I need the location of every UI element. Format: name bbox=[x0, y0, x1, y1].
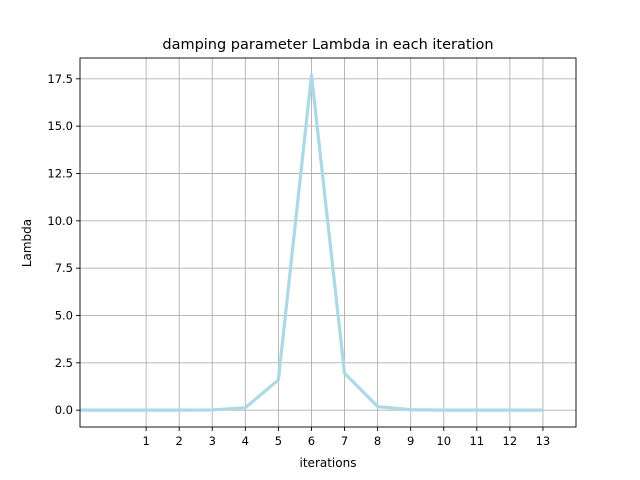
y-tick-label: 5.0 bbox=[55, 308, 73, 322]
y-tick-label: 15.0 bbox=[47, 119, 73, 133]
chart-title: damping parameter Lambda in each iterati… bbox=[162, 37, 493, 53]
x-tick-label: 6 bbox=[308, 434, 315, 448]
x-tick-label: 7 bbox=[341, 434, 348, 448]
x-tick-label: 2 bbox=[176, 434, 183, 448]
x-axis-ticks: 1 2 3 4 5 6 7 8 9 10 11 12 13 bbox=[142, 427, 550, 448]
x-tick-label: 13 bbox=[536, 434, 551, 448]
x-tick-label: 8 bbox=[374, 434, 381, 448]
y-tick-label: 7.5 bbox=[55, 261, 73, 275]
grid bbox=[80, 58, 576, 427]
x-tick-label: 3 bbox=[209, 434, 216, 448]
y-tick-label: 2.5 bbox=[55, 356, 73, 370]
y-tick-label: 17.5 bbox=[47, 72, 73, 86]
x-tick-label: 12 bbox=[503, 434, 518, 448]
y-tick-label: 12.5 bbox=[47, 166, 73, 180]
y-tick-label: 10.0 bbox=[47, 214, 73, 228]
x-axis-label: iterations bbox=[300, 456, 357, 470]
y-axis-ticks: 0.0 2.5 5.0 7.5 10.0 12.5 15.0 17.5 bbox=[47, 72, 80, 417]
y-tick-label: 0.0 bbox=[55, 403, 73, 417]
plot-frame bbox=[79, 57, 577, 428]
x-tick-label: 11 bbox=[469, 434, 484, 448]
x-tick-label: 10 bbox=[436, 434, 451, 448]
x-tick-label: 5 bbox=[275, 434, 282, 448]
series-line bbox=[80, 73, 543, 412]
x-tick-label: 9 bbox=[407, 434, 414, 448]
series-layer bbox=[80, 73, 543, 412]
y-axis-label: Lambda bbox=[20, 219, 34, 267]
x-tick-label: 4 bbox=[242, 434, 249, 448]
x-tick-label: 1 bbox=[142, 434, 149, 448]
